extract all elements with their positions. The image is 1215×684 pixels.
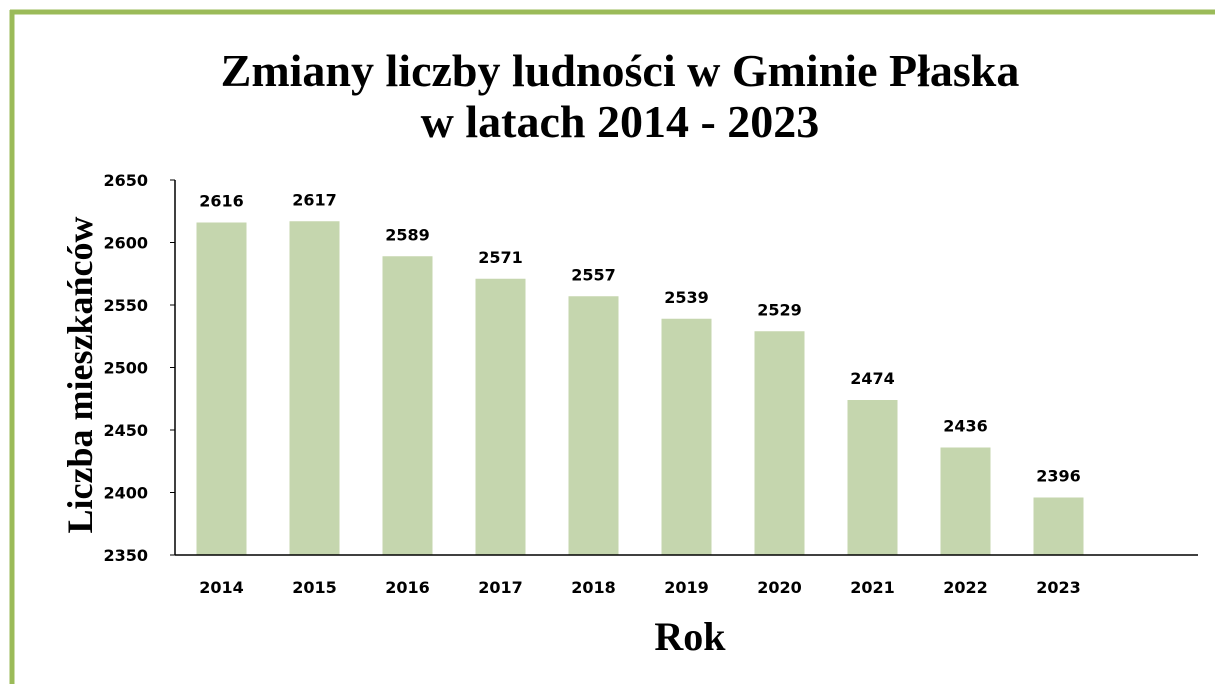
y-tick-label: 2550 (103, 296, 148, 315)
x-tick-label: 2023 (1036, 578, 1081, 597)
y-tick-label: 2600 (103, 234, 148, 253)
chart-title: w latach 2014 - 2023 (421, 96, 820, 147)
bar (382, 256, 433, 555)
data-label: 2616 (199, 192, 244, 211)
y-tick-label: 2450 (103, 421, 148, 440)
bar (847, 400, 898, 555)
chart-title: Zmiany liczby ludności w Gminie Płaska (221, 45, 1020, 96)
data-label: 2617 (292, 190, 337, 209)
data-label: 2557 (571, 265, 616, 284)
data-label: 2539 (664, 288, 709, 307)
bar (940, 447, 991, 555)
bar (754, 331, 805, 555)
y-tick-label: 2400 (103, 484, 148, 503)
bar (661, 318, 712, 555)
x-tick-label: 2014 (199, 578, 244, 597)
x-tick-label: 2019 (664, 578, 709, 597)
bar (475, 278, 526, 555)
data-label: 2571 (478, 248, 523, 267)
y-tick-label: 2650 (103, 171, 148, 190)
bar (196, 222, 247, 555)
x-tick-label: 2015 (292, 578, 337, 597)
y-tick-label: 2500 (103, 359, 148, 378)
data-label: 2396 (1036, 467, 1081, 486)
data-label: 2436 (943, 417, 988, 436)
data-label: 2474 (850, 369, 895, 388)
y-tick-label: 2350 (103, 546, 148, 565)
x-tick-label: 2017 (478, 578, 523, 597)
x-tick-label: 2022 (943, 578, 988, 597)
x-tick-label: 2018 (571, 578, 616, 597)
bar (289, 221, 340, 555)
y-axis-label: Liczba mieszkańców (60, 217, 100, 534)
bar (568, 296, 619, 555)
x-axis-label: Rok (654, 614, 726, 659)
x-tick-label: 2021 (850, 578, 895, 597)
data-label: 2589 (385, 225, 430, 244)
x-tick-label: 2016 (385, 578, 430, 597)
bar (1033, 497, 1084, 555)
data-label: 2529 (757, 300, 802, 319)
x-tick-label: 2020 (757, 578, 802, 597)
